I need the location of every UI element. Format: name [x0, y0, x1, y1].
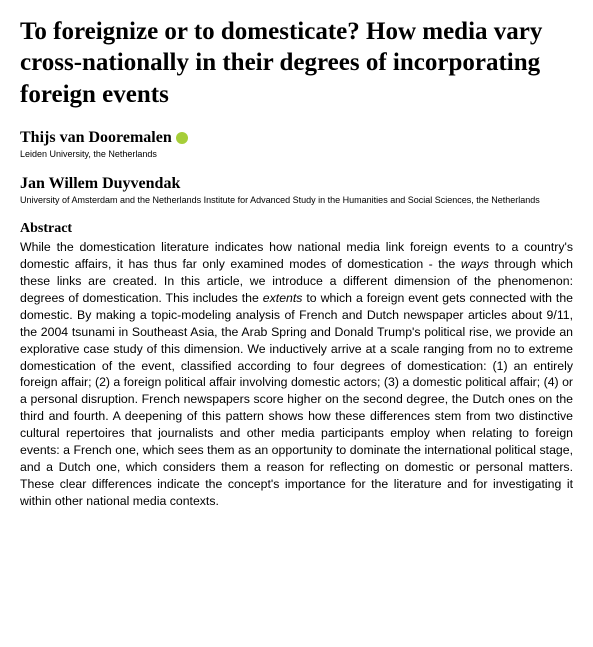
orcid-icon	[176, 132, 188, 144]
author-name-text-2: Jan Willem Duyvendak	[20, 174, 180, 195]
abstract-heading: Abstract	[20, 221, 573, 237]
author-name-text-1: Thijs van Dooremalen	[20, 128, 172, 149]
author-block-1: Thijs van Dooremalen Leiden University, …	[20, 128, 573, 160]
article-title: To foreignize or to domesticate? How med…	[20, 16, 573, 110]
abstract-body: While the domestication literature indic…	[20, 239, 573, 511]
author-block-2: Jan Willem Duyvendak University of Amste…	[20, 174, 573, 206]
author-name-1: Thijs van Dooremalen	[20, 128, 573, 149]
author-affiliation-2: University of Amsterdam and the Netherla…	[20, 195, 573, 207]
author-name-2: Jan Willem Duyvendak	[20, 174, 573, 195]
author-affiliation-1: Leiden University, the Netherlands	[20, 149, 573, 161]
